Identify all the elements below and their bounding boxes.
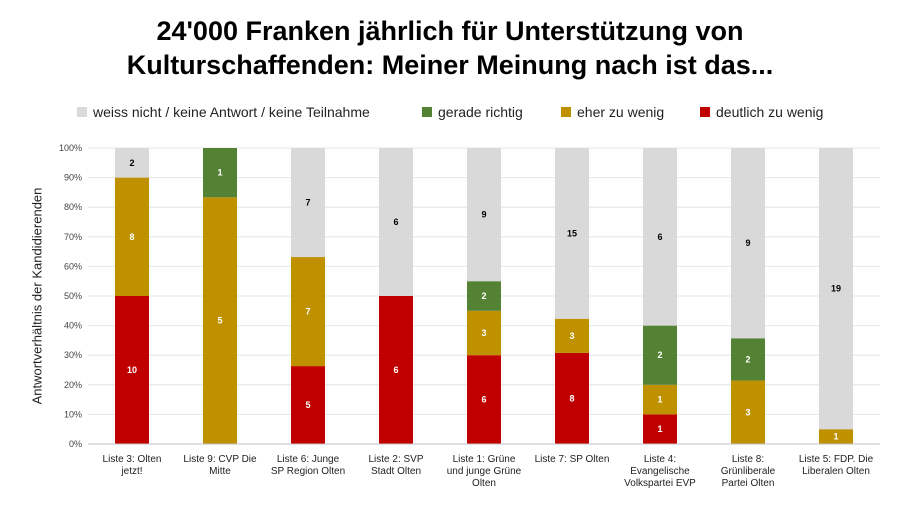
bar-segment-deutlich-zu-wenig (379, 296, 413, 444)
bar-data-label: 2 (129, 158, 134, 168)
bar-data-label: 6 (481, 395, 486, 405)
x-category-label: Liste 5: FDP. Die Liberalen Olten (799, 454, 874, 477)
x-category-label: Liste 2: SVP Stadt Olten (368, 454, 423, 477)
bar-data-label: 8 (129, 232, 134, 242)
bar-data-label: 8 (569, 393, 574, 403)
bar-segment-deutlich-zu-wenig (467, 355, 501, 444)
bar-data-label: 1 (217, 168, 222, 178)
bar-data-label: 5 (305, 400, 310, 410)
legend-label-deutlich-zu-wenig: deutlich zu wenig (716, 104, 824, 120)
bar-segment-eher-zu-wenig (555, 318, 589, 353)
legend-item-weiss-nicht: weiss nicht / keine Antwort / keine Teil… (77, 104, 370, 120)
y-tick-label: 0% (69, 439, 82, 449)
bar-data-label: 6 (393, 217, 398, 227)
bar-segment-weiss-nicht-keine-antwort-keine-teilnahme (467, 148, 501, 282)
x-category-label: Liste 6: Junge SP Region Olten (271, 454, 345, 477)
legend-label-weiss-nicht: weiss nicht / keine Antwort / keine Teil… (93, 104, 370, 120)
bar-data-label: 2 (657, 350, 662, 360)
bar-segment-gerade-richtig (643, 325, 677, 385)
bar-segment-weiss-nicht-keine-antwort-keine-teilnahme (643, 148, 677, 326)
x-category-label: Liste 1: Grüne und junge Grüne Olten (447, 454, 522, 489)
bar-segment-weiss-nicht-keine-antwort-keine-teilnahme (115, 148, 149, 178)
bar-segment-gerade-richtig (467, 281, 501, 311)
legend-item-gerade-richtig: gerade richtig (422, 104, 523, 120)
bar-segment-weiss-nicht-keine-antwort-keine-teilnahme (291, 148, 325, 258)
y-tick-label: 100% (59, 143, 82, 153)
bar-segment-eher-zu-wenig (731, 380, 765, 444)
bar-segment-gerade-richtig (203, 148, 237, 198)
bar-data-label: 3 (481, 328, 486, 338)
bar-data-label: 9 (481, 210, 486, 220)
legend-swatch-deutlich-zu-wenig (700, 107, 710, 117)
x-category-label: Liste 9: CVP Die Mitte (183, 454, 257, 477)
legend-swatch-gerade-richtig (422, 107, 432, 117)
chart-title-line-1: 24'000 Franken jährlich für Unterstützun… (156, 16, 744, 46)
bar-segment-deutlich-zu-wenig (555, 352, 589, 444)
bar-data-label: 2 (745, 354, 750, 364)
chart-title: 24'000 Franken jährlich für Unterstützun… (0, 14, 900, 82)
bar-segment-eher-zu-wenig (643, 384, 677, 415)
x-category-label: Liste 8: Grünliberale Partei Olten (721, 454, 776, 489)
bar-segment-eher-zu-wenig (467, 310, 501, 356)
bar-segment-deutlich-zu-wenig (291, 366, 325, 444)
y-tick-label: 20% (64, 380, 82, 390)
legend-swatch-eher-zu-wenig (561, 107, 571, 117)
legend-label-gerade-richtig: gerade richtig (438, 104, 523, 120)
y-tick-label: 10% (64, 409, 82, 419)
bar-data-label: 1 (657, 395, 662, 405)
bar-segment-deutlich-zu-wenig (643, 414, 677, 444)
legend-label-eher-zu-wenig: eher zu wenig (577, 104, 665, 120)
bar-segment-deutlich-zu-wenig (115, 296, 149, 444)
bar-data-label: 3 (745, 407, 750, 417)
x-category-label: Liste 3: Olten jetzt! (103, 454, 162, 477)
bar-data-label: 10 (127, 365, 137, 375)
bar-segment-weiss-nicht-keine-antwort-keine-teilnahme (555, 148, 589, 319)
bar-segment-weiss-nicht-keine-antwort-keine-teilnahme (379, 148, 413, 296)
y-tick-label: 80% (64, 202, 82, 212)
bar-segment-weiss-nicht-keine-antwort-keine-teilnahme (731, 148, 765, 339)
y-tick-label: 30% (64, 350, 82, 360)
bar-data-label: 19 (831, 284, 841, 294)
bar-data-label: 1 (657, 424, 662, 434)
bar-data-label: 9 (745, 238, 750, 248)
bar-segment-eher-zu-wenig (115, 177, 149, 296)
y-tick-label: 90% (64, 173, 82, 183)
chart-title-line-2: Kulturschaffenden: Meiner Meinung nach i… (126, 50, 774, 80)
legend-item-eher-zu-wenig: eher zu wenig (561, 104, 664, 120)
bar-data-label: 7 (305, 307, 310, 317)
y-tick-label: 60% (64, 261, 82, 271)
bar-segment-eher-zu-wenig (291, 257, 325, 367)
bar-data-label: 3 (569, 331, 574, 341)
legend-item-deutlich-zu-wenig: deutlich zu wenig (700, 104, 823, 120)
bar-data-label: 6 (657, 232, 662, 242)
y-tick-label: 40% (64, 321, 82, 331)
legend-swatch-weiss-nicht (77, 107, 87, 117)
y-tick-label: 50% (64, 291, 82, 301)
bar-segment-eher-zu-wenig (819, 429, 853, 444)
bar-data-label: 15 (567, 228, 577, 238)
bar-segment-eher-zu-wenig (203, 197, 237, 444)
bar-data-label: 6 (393, 365, 398, 375)
y-tick-label: 70% (64, 232, 82, 242)
bar-data-label: 7 (305, 198, 310, 208)
bar-data-label: 5 (217, 316, 222, 326)
bar-segment-weiss-nicht-keine-antwort-keine-teilnahme (819, 148, 853, 430)
x-category-label: Liste 4: Evangelische Volkspartei EVP (624, 454, 696, 489)
bar-data-label: 1 (833, 432, 838, 442)
bar-segment-gerade-richtig (731, 338, 765, 381)
x-category-label: Liste 7: SP Olten (535, 454, 610, 465)
bar-data-label: 2 (481, 291, 486, 301)
